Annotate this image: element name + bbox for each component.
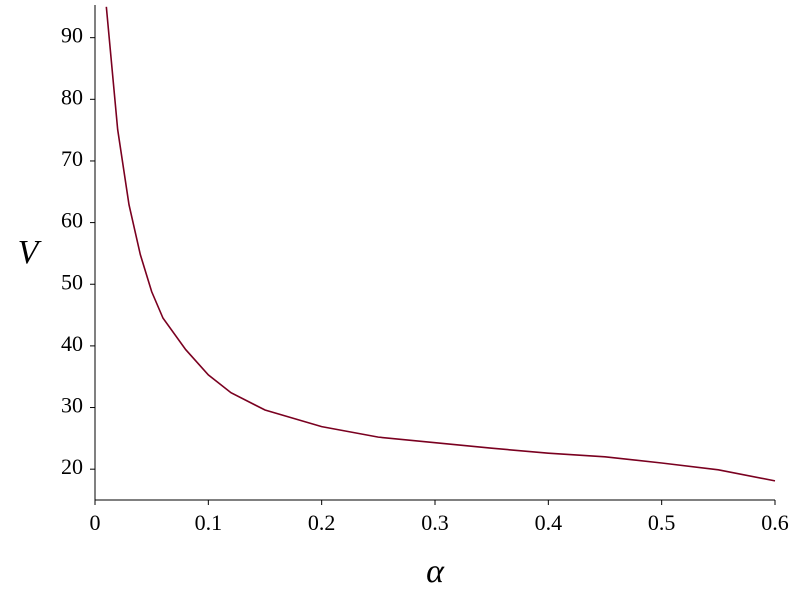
y-tick-label: 50 bbox=[61, 269, 83, 294]
y-tick-label: 20 bbox=[61, 454, 83, 479]
y-tick-label: 70 bbox=[61, 146, 83, 171]
x-axis-label: α bbox=[426, 553, 445, 590]
y-tick-label: 60 bbox=[61, 208, 83, 233]
y-axis-label: V bbox=[18, 234, 43, 271]
x-tick-label: 0.4 bbox=[535, 510, 563, 535]
y-tick-label: 90 bbox=[61, 23, 83, 48]
x-tick-label: 0.2 bbox=[308, 510, 336, 535]
line-series bbox=[105, 6, 776, 482]
x-tick-label: 0.6 bbox=[761, 510, 789, 535]
x-tick-label: 0 bbox=[90, 510, 101, 535]
x-tick-label: 0.1 bbox=[195, 510, 223, 535]
y-tick-label: 30 bbox=[61, 393, 83, 418]
x-tick-label: 0.3 bbox=[421, 510, 449, 535]
y-tick-label: 80 bbox=[61, 84, 83, 109]
y-tick-label: 40 bbox=[61, 331, 83, 356]
x-tick-label: 0.5 bbox=[648, 510, 676, 535]
